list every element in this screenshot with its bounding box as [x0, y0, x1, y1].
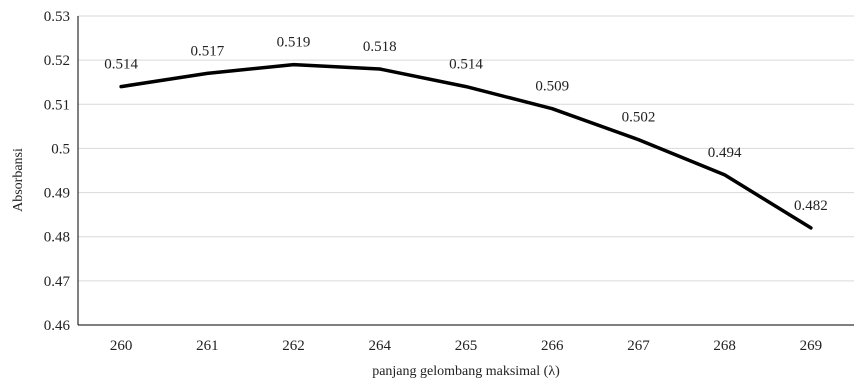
data-label: 0.502	[622, 110, 656, 126]
x-tick-labels: 260 261 262 264 265 266 267 268 269	[110, 338, 822, 354]
data-labels: 0.514 0.517 0.519 0.518 0.514 0.509 0.502 0.494…	[104, 35, 828, 214]
series-line	[119, 62, 813, 230]
data-label: 0.482	[794, 198, 828, 214]
x-tick-label: 262	[282, 338, 305, 354]
data-label: 0.517	[190, 43, 224, 59]
y-tick-label: 0.51	[44, 97, 70, 113]
y-tick-label: 0.46	[44, 318, 71, 334]
y-tick-label: 0.53	[44, 9, 70, 25]
data-label: 0.519	[277, 35, 311, 51]
y-tick-label: 0.47	[44, 274, 71, 290]
x-tick-label: 264	[369, 338, 392, 354]
y-axis-title: Absorbansi	[11, 148, 26, 212]
x-tick-label: 266	[541, 338, 564, 354]
y-tick-labels: 0.46 0.47 0.48 0.49 0.5 0.51 0.52 0.53	[44, 9, 71, 334]
data-label: 0.509	[535, 79, 569, 95]
axes	[77, 16, 854, 326]
x-tick-label: 261	[196, 338, 219, 354]
x-tick-label: 267	[627, 338, 650, 354]
y-tick-label: 0.5	[51, 141, 70, 157]
y-tick-label: 0.48	[44, 230, 70, 246]
y-tick-label: 0.49	[44, 186, 70, 202]
x-tick-label: 268	[713, 338, 736, 354]
data-label: 0.518	[363, 39, 397, 55]
x-tick-label: 260	[110, 338, 133, 354]
gridlines	[78, 15, 854, 282]
data-label: 0.494	[708, 145, 742, 161]
x-tick-label: 265	[455, 338, 478, 354]
y-tick-label: 0.52	[44, 53, 70, 69]
series	[119, 62, 813, 230]
data-label: 0.514	[104, 57, 138, 73]
x-tick-label: 269	[800, 338, 823, 354]
data-label: 0.514	[449, 57, 483, 73]
x-axis-title: panjang gelombang maksimal (λ)	[372, 364, 560, 379]
